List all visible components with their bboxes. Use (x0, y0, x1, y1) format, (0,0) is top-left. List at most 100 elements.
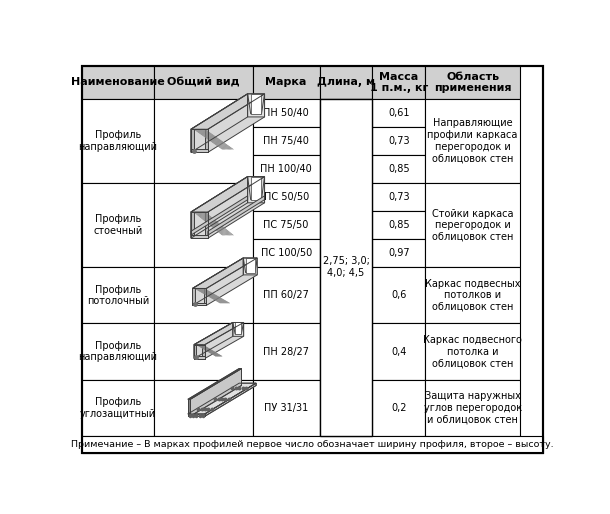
Polygon shape (235, 322, 242, 334)
Bar (320, 99, 373, 436)
Text: ПУ 31/31: ПУ 31/31 (264, 403, 308, 413)
Polygon shape (208, 94, 265, 152)
Bar (154, 323, 253, 380)
Bar (373, 127, 425, 155)
Polygon shape (194, 129, 205, 149)
Polygon shape (188, 369, 242, 399)
Polygon shape (191, 94, 248, 152)
Text: Защита наружных
углов перегородок
и облицовок стен: Защита наружных углов перегородок и обли… (423, 391, 522, 425)
Bar (154, 183, 253, 267)
Text: Наименование: Наименование (71, 78, 165, 87)
Polygon shape (188, 383, 256, 414)
Polygon shape (204, 288, 206, 305)
Polygon shape (194, 322, 243, 345)
Polygon shape (205, 322, 243, 359)
Text: ПН 100/40: ПН 100/40 (260, 164, 312, 174)
Bar (425, 323, 520, 380)
Text: ПС 50/50: ПС 50/50 (264, 192, 309, 202)
Bar (82, 99, 154, 183)
Bar (425, 99, 520, 183)
Polygon shape (191, 212, 194, 238)
Bar (320, 183, 373, 267)
Text: Стойки каркаса
перегородок и
облицовок стен: Стойки каркаса перегородок и облицовок с… (432, 209, 514, 242)
Bar (373, 183, 425, 211)
Bar (253, 127, 320, 155)
Text: ПН 75/40: ПН 75/40 (263, 136, 309, 146)
Text: ПС 75/50: ПС 75/50 (264, 220, 309, 230)
Polygon shape (246, 258, 255, 272)
Bar (253, 66, 320, 99)
Polygon shape (243, 258, 257, 275)
Text: 0,2: 0,2 (391, 403, 407, 413)
Polygon shape (191, 196, 248, 235)
Bar (253, 211, 320, 239)
Text: Каркас подвесных
потолков и
облицовок стен: Каркас подвесных потолков и облицовок ст… (425, 279, 520, 312)
Bar (253, 99, 320, 127)
Polygon shape (251, 94, 262, 114)
Text: Примечание – В марках профилей первое число обозначает ширину профиля, второе – : Примечание – В марках профилей первое чи… (71, 440, 554, 449)
Bar (373, 323, 425, 380)
Bar (82, 183, 154, 267)
Bar (425, 66, 520, 99)
Bar (154, 267, 253, 323)
Polygon shape (191, 129, 194, 152)
Bar (320, 66, 373, 99)
Polygon shape (193, 303, 206, 305)
Text: ПП 60/27: ПП 60/27 (263, 290, 309, 300)
Text: Марка: Марка (265, 78, 307, 87)
Bar (425, 380, 520, 436)
Text: 2,75; 3,0;
4,0; 4,5: 2,75; 3,0; 4,0; 4,5 (323, 256, 370, 278)
Polygon shape (191, 177, 248, 238)
Bar (425, 183, 520, 267)
Polygon shape (193, 258, 257, 288)
Text: Область
применения: Область применения (434, 71, 511, 93)
Polygon shape (194, 212, 205, 235)
Text: Профиль
направляющий: Профиль направляющий (79, 341, 157, 362)
Polygon shape (195, 288, 204, 303)
Bar (253, 183, 320, 211)
Bar (373, 267, 425, 323)
Bar (82, 323, 154, 380)
Bar (253, 239, 320, 267)
Polygon shape (208, 196, 265, 235)
Bar (154, 99, 253, 183)
Bar (373, 239, 425, 267)
Bar (154, 380, 253, 436)
Text: Направляющие
профили каркаса
перегородок и
облицовок стен: Направляющие профили каркаса перегородок… (428, 118, 518, 163)
Text: Каркас подвесного
потолка и
облицовок стен: Каркас подвесного потолка и облицовок ст… (423, 335, 522, 368)
Text: ПН 50/40: ПН 50/40 (264, 108, 309, 118)
Text: 0,73: 0,73 (388, 192, 410, 202)
Text: Профиль
стоечный: Профиль стоечный (93, 214, 143, 236)
Polygon shape (193, 258, 243, 305)
Text: 0,97: 0,97 (388, 248, 410, 258)
Bar (373, 155, 425, 183)
Text: Профиль
направляющий: Профиль направляющий (79, 130, 157, 152)
Bar (82, 66, 154, 99)
Polygon shape (194, 345, 196, 359)
Bar (320, 99, 373, 183)
Text: Профиль
потолочный: Профиль потолочный (87, 285, 149, 306)
Polygon shape (188, 414, 205, 416)
Polygon shape (196, 345, 203, 356)
Bar (320, 267, 373, 323)
Bar (425, 267, 520, 323)
Bar (82, 436, 543, 453)
Text: ПС 100/50: ПС 100/50 (260, 248, 312, 258)
Bar (373, 211, 425, 239)
Polygon shape (191, 149, 208, 152)
Polygon shape (251, 177, 262, 200)
Text: Профиль
углозащитный: Профиль углозащитный (80, 397, 156, 418)
Text: 0,85: 0,85 (388, 164, 410, 174)
Polygon shape (208, 177, 265, 238)
Polygon shape (191, 94, 265, 129)
Text: Длина, м: Длина, м (317, 78, 375, 87)
Bar (320, 323, 373, 380)
Polygon shape (233, 322, 243, 336)
Text: Общий вид: Общий вид (167, 78, 240, 87)
Bar (253, 155, 320, 183)
Polygon shape (205, 212, 208, 238)
Bar (373, 99, 425, 127)
Polygon shape (194, 356, 205, 359)
Bar (373, 66, 425, 99)
Polygon shape (188, 399, 190, 416)
